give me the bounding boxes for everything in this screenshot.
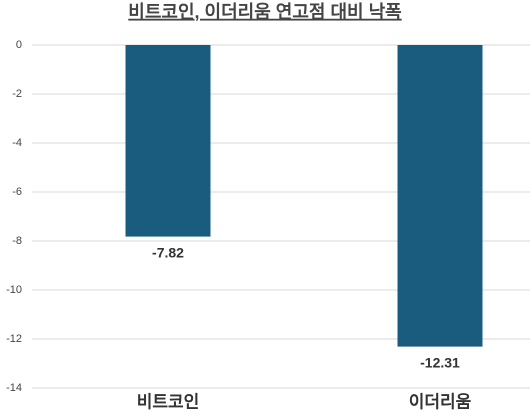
- y-tick-label: -8: [12, 235, 22, 247]
- y-tick-label: -4: [12, 137, 22, 149]
- y-tick-label: -12: [6, 333, 22, 345]
- y-tick-label: -10: [6, 284, 22, 296]
- x-tick-label: 이더리움: [409, 392, 472, 411]
- x-tick-label: 비트코인: [137, 392, 200, 411]
- y-tick-label: -2: [12, 88, 22, 100]
- bar: [125, 45, 211, 237]
- chart-title: 비트코인, 이더리움 연고점 대비 낙폭: [128, 2, 401, 22]
- data-label: -12.31: [420, 354, 460, 370]
- data-label: -7.82: [152, 244, 184, 260]
- y-tick-label: 0: [16, 39, 22, 51]
- bar: [397, 45, 483, 347]
- y-tick-label: -14: [6, 382, 22, 394]
- y-tick-label: -6: [12, 186, 22, 198]
